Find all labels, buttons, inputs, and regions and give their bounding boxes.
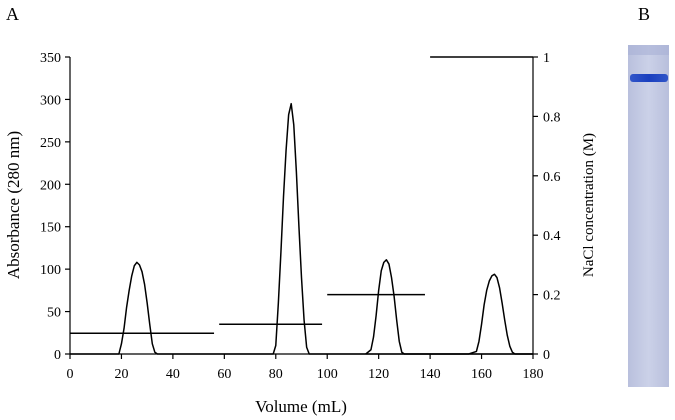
absorbance-trace-0 [70, 102, 533, 355]
y-axis-label: Absorbance (280 nm) [4, 131, 23, 279]
y-tick-label: 0 [54, 348, 61, 363]
x-axis-label: Volume (mL) [255, 397, 347, 416]
y2-tick-label: 0.8 [543, 110, 561, 125]
x-tick-label: 40 [166, 367, 180, 382]
x-tick-label: 160 [471, 367, 492, 382]
y-tick-label: 150 [40, 221, 61, 236]
x-tick-label: 140 [420, 367, 441, 382]
x-tick-label: 60 [217, 367, 231, 382]
absorbance-trace-1 [365, 259, 533, 355]
y2-tick-label: 0 [543, 348, 550, 363]
y2-tick-label: 0.6 [543, 170, 561, 185]
axes [69, 57, 534, 355]
y-tick-label: 100 [40, 263, 61, 278]
y-tick-label: 300 [40, 93, 61, 108]
x-tick-label: 20 [114, 367, 128, 382]
y-tick-label: 50 [47, 306, 61, 321]
y2-axis-label: NaCl concentration (M) [581, 133, 597, 277]
x-tick-label: 100 [317, 367, 338, 382]
y-tick-label: 350 [40, 51, 61, 66]
y-tick-label: 250 [40, 136, 61, 151]
gel-lane-image [628, 45, 669, 387]
y2-tick-label: 1 [543, 51, 550, 66]
y2-tick-label: 0.4 [543, 229, 561, 244]
x-tick-label: 120 [368, 367, 389, 382]
x-tick-label: 0 [67, 367, 74, 382]
ticks: 0 20 40 60 80 100 120 140 160 180 0 50 100 150 200 250 3… [40, 51, 561, 382]
gel-lane [628, 45, 669, 387]
absorbance-traces [70, 102, 533, 355]
y-tick-label: 200 [40, 178, 61, 193]
gel-well [628, 45, 669, 55]
x-tick-label: 180 [523, 367, 544, 382]
protein-band [630, 74, 668, 82]
nacl-gradient-steps [70, 56, 533, 334]
x-tick-label: 80 [269, 367, 283, 382]
y2-tick-label: 0.2 [543, 289, 561, 304]
panel-b-label: B [638, 4, 650, 24]
panel-a-label: A [6, 4, 19, 24]
